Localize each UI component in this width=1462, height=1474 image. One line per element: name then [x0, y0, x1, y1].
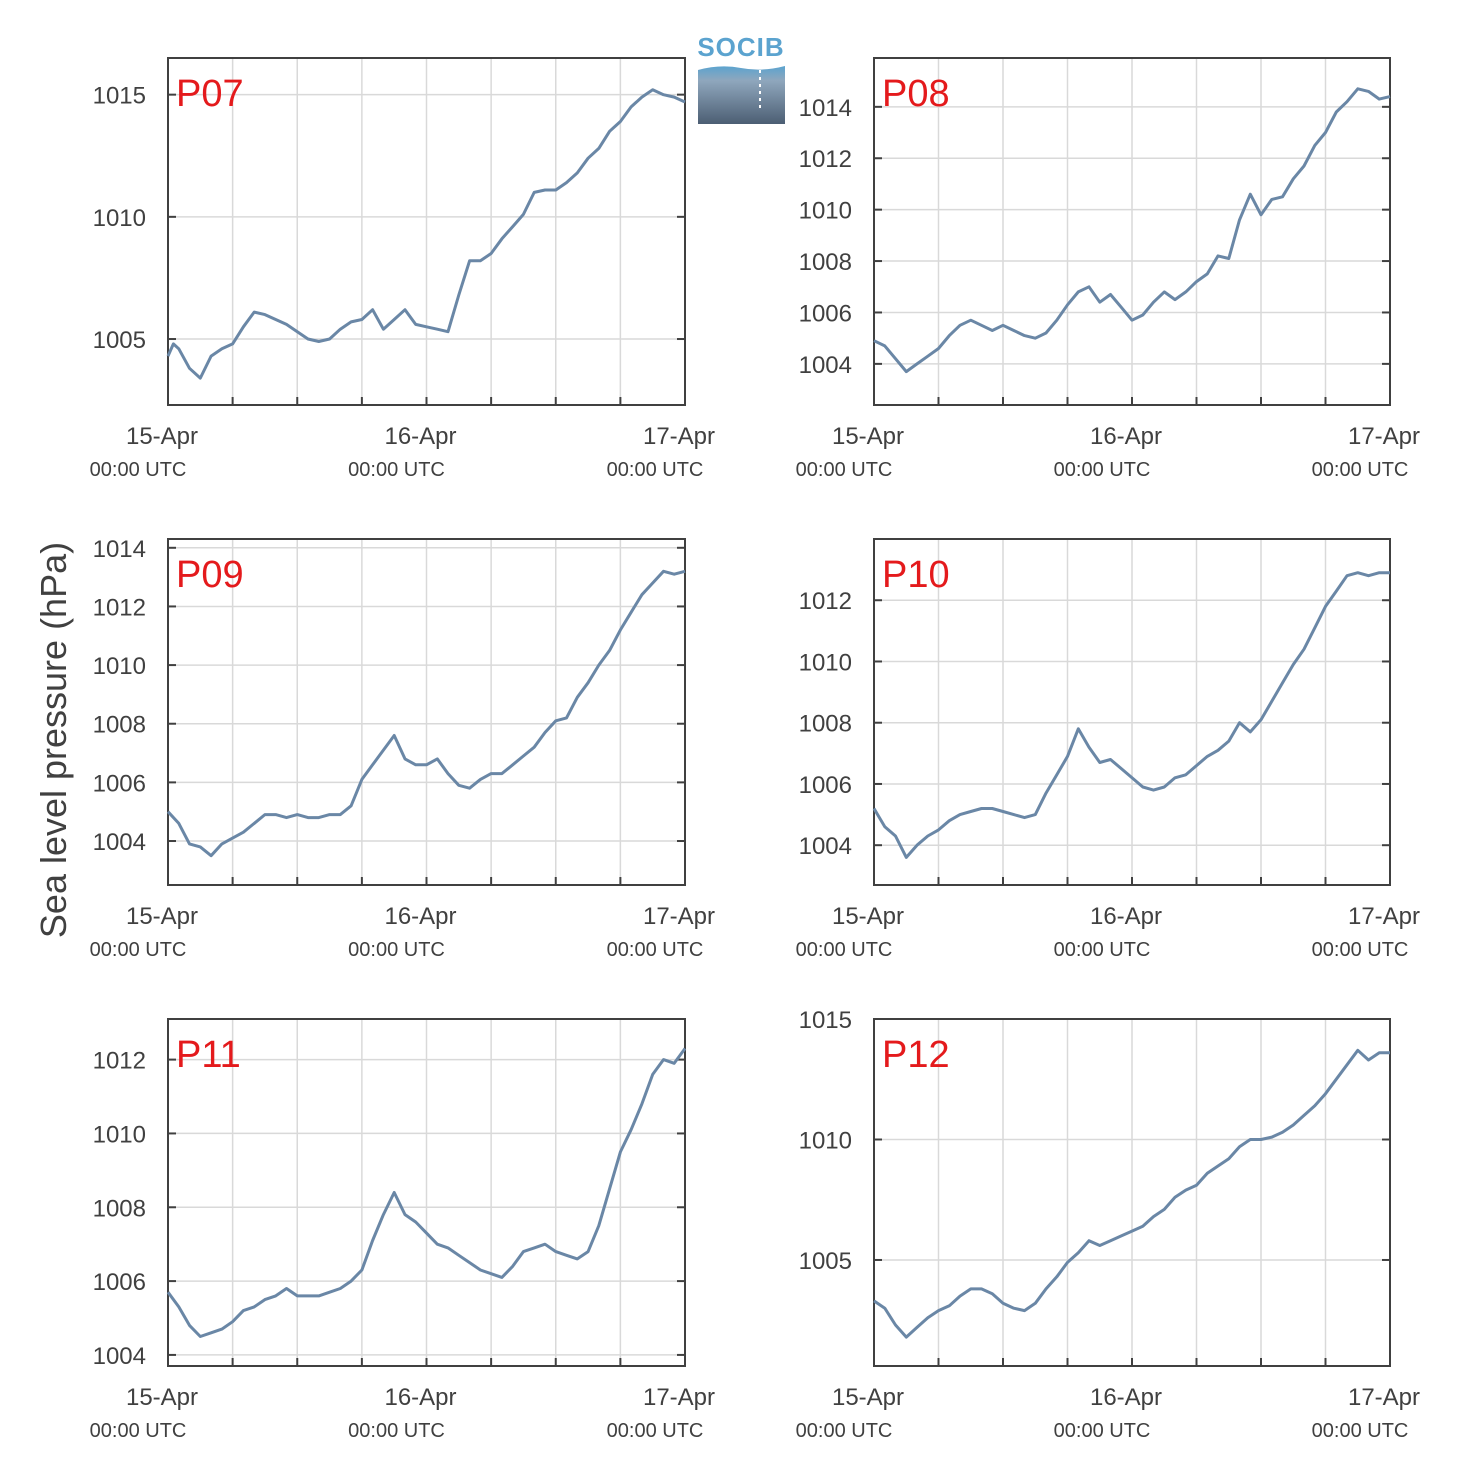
panel-label-p07: P07 — [176, 73, 244, 115]
x-tick-time-label: 00:00 UTC — [607, 939, 704, 961]
x-tick-time-label: 00:00 UTC — [1312, 939, 1409, 961]
y-tick-label: 1010 — [93, 653, 146, 680]
x-tick-date-label: 15-Apr — [832, 903, 904, 930]
y-tick-label: 1008 — [799, 249, 852, 276]
x-tick-date-label: 16-Apr — [1090, 903, 1162, 930]
x-tick-date-label: 15-Apr — [832, 1384, 904, 1411]
chart-panel-p12: 1005 1010 1015 15-Apr 00:00 UTC 16-Apr 00:00 U… — [796, 1007, 1420, 1442]
y-tick-label: 1014 — [93, 536, 146, 563]
series-line-p10 — [872, 571, 1390, 859]
x-tick-date-label: 16-Apr — [384, 903, 456, 930]
y-tick-label: 1015 — [799, 1007, 852, 1034]
y-axis-label: Sea level pressure (hPa) — [33, 542, 74, 938]
x-tick-time-label: 00:00 UTC — [607, 1420, 704, 1442]
y-tick-label: 1006 — [93, 1269, 146, 1296]
y-tick-label: 1012 — [799, 146, 852, 173]
y-tick-label: 1008 — [93, 1195, 146, 1222]
logo-wave-icon — [698, 66, 785, 124]
chart-panel-p08: 1004 1006 1008 1010 1012 1014 15-Apr 00:00 UTC 1… — [796, 57, 1420, 481]
chart-panels: 1005 1010 1015 15-Apr 00:00 UTC 16-Apr 00:00 U… — [90, 57, 1420, 1442]
x-tick-date-label: 15-Apr — [126, 903, 198, 930]
series-line-p07 — [166, 88, 686, 380]
chart-panel-p07: 1005 1010 1015 15-Apr 00:00 UTC 16-Apr 00:00 U… — [90, 57, 715, 481]
panel-label-p10: P10 — [882, 554, 950, 596]
x-tick-date-label: 15-Apr — [126, 1384, 198, 1411]
panel-label-p11: P11 — [176, 1034, 241, 1076]
x-tick-time-label: 00:00 UTC — [90, 939, 187, 961]
x-tick-time-label: 00:00 UTC — [348, 939, 445, 961]
x-tick-time-label: 00:00 UTC — [1054, 939, 1151, 961]
x-tick-time-label: 00:00 UTC — [607, 459, 704, 481]
x-tick-date-label: 17-Apr — [643, 1384, 715, 1411]
y-tick-label: 1006 — [799, 300, 852, 327]
y-tick-label: 1006 — [799, 772, 852, 799]
x-tick-date-label: 15-Apr — [126, 423, 198, 450]
y-tick-label: 1008 — [799, 711, 852, 738]
x-tick-date-label: 16-Apr — [384, 1384, 456, 1411]
x-tick-date-label: 16-Apr — [1090, 423, 1162, 450]
chart-panel-p10: 1004 1006 1008 1010 1012 15-Apr 00:00 UTC 16-Ap… — [796, 538, 1420, 961]
y-tick-label: 1004 — [93, 1343, 146, 1370]
series-line-p08 — [873, 87, 1391, 374]
y-tick-label: 1010 — [93, 205, 146, 232]
x-tick-time-label: 00:00 UTC — [1312, 459, 1409, 481]
socib-logo: SOCIB — [697, 32, 785, 124]
x-tick-time-label: 00:00 UTC — [1312, 1420, 1409, 1442]
series-line-p09 — [166, 569, 686, 858]
y-tick-label: 1010 — [93, 1121, 146, 1148]
socib-logo-text: SOCIB — [697, 32, 784, 62]
x-tick-time-label: 00:00 UTC — [90, 1420, 187, 1442]
y-tick-label: 1012 — [93, 1048, 146, 1075]
y-tick-label: 1004 — [93, 829, 146, 856]
chart-panel-p09: 1004 1006 1008 1010 1012 1014 15-Apr 00:00 UTC 1… — [90, 536, 715, 961]
x-tick-time-label: 00:00 UTC — [348, 1420, 445, 1442]
series-line-p11 — [166, 1047, 687, 1338]
x-tick-date-label: 17-Apr — [1348, 423, 1420, 450]
y-tick-label: 1014 — [799, 95, 852, 122]
y-tick-label: 1004 — [799, 833, 852, 860]
panel-label-p12: P12 — [882, 1034, 950, 1076]
x-tick-date-label: 17-Apr — [643, 903, 715, 930]
y-tick-label: 1006 — [93, 770, 146, 797]
x-tick-date-label: 15-Apr — [832, 423, 904, 450]
x-tick-date-label: 16-Apr — [384, 423, 456, 450]
x-tick-time-label: 00:00 UTC — [796, 939, 893, 961]
x-tick-time-label: 00:00 UTC — [796, 1420, 893, 1442]
chart-panel-p11: 1004 1006 1008 1010 1012 15-Apr 00:00 UTC 16-Ap… — [90, 1018, 715, 1442]
x-tick-date-label: 17-Apr — [1348, 1384, 1420, 1411]
panel-label-p09: P09 — [176, 554, 244, 596]
y-tick-label: 1005 — [93, 327, 146, 354]
y-tick-label: 1012 — [93, 594, 146, 621]
x-tick-time-label: 00:00 UTC — [90, 459, 187, 481]
panel-label-p08: P08 — [882, 73, 950, 115]
x-tick-time-label: 00:00 UTC — [348, 459, 445, 481]
y-tick-label: 1010 — [799, 1127, 852, 1154]
x-tick-date-label: 17-Apr — [1348, 903, 1420, 930]
x-tick-date-label: 17-Apr — [643, 423, 715, 450]
y-tick-label: 1005 — [799, 1248, 852, 1275]
y-tick-label: 1012 — [799, 588, 852, 615]
x-tick-time-label: 00:00 UTC — [1054, 459, 1151, 481]
y-tick-label: 1010 — [799, 649, 852, 676]
y-tick-label: 1008 — [93, 712, 146, 739]
y-tick-label: 1010 — [799, 198, 852, 225]
y-tick-label: 1004 — [799, 352, 852, 379]
x-tick-time-label: 00:00 UTC — [796, 459, 893, 481]
series-line-p12 — [873, 1048, 1390, 1339]
x-tick-time-label: 00:00 UTC — [1054, 1420, 1151, 1442]
y-tick-label: 1015 — [93, 83, 146, 110]
x-tick-date-label: 16-Apr — [1090, 1384, 1162, 1411]
